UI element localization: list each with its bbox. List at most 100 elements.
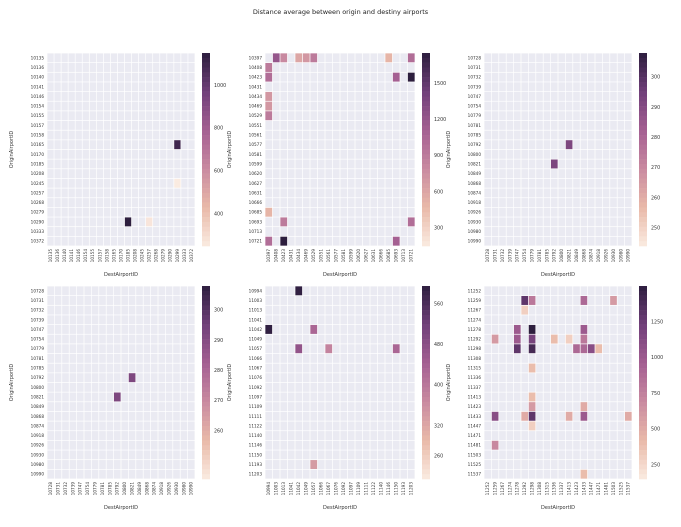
heatmap-cell-empty	[302, 431, 310, 441]
heatmap-cell-empty	[499, 159, 506, 169]
heatmap-cell-empty	[543, 63, 551, 72]
heatmap-cell-empty	[595, 324, 603, 334]
heatmap-cell	[565, 140, 573, 150]
heatmap-cell-empty	[528, 101, 536, 111]
heatmap-cell-empty	[287, 402, 295, 412]
heatmap-cell-empty	[181, 178, 188, 188]
heatmap-cell-empty	[370, 236, 378, 246]
heatmap-cell-empty	[558, 305, 566, 315]
heatmap-cell-empty	[377, 431, 385, 441]
x-tick-label: 10136	[55, 249, 60, 263]
x-tick-label: 11193	[401, 482, 406, 496]
heatmap-cell-empty	[355, 236, 363, 246]
heatmap-cell-empty	[75, 82, 82, 92]
heatmap-cell-empty	[158, 411, 166, 421]
heatmap-cell-empty	[536, 63, 543, 72]
heatmap-cell-empty	[573, 334, 580, 344]
heatmap-cell-empty	[565, 130, 573, 140]
heatmap-cell-empty	[499, 353, 506, 363]
heatmap-cell-empty	[573, 296, 580, 305]
heatmap-cell-empty	[160, 140, 167, 150]
heatmap-cell-empty	[624, 324, 632, 334]
heatmap-cell-empty	[96, 188, 104, 198]
heatmap-cell-empty	[160, 130, 167, 140]
heatmap-cell-empty	[69, 402, 77, 412]
heatmap-cell-empty	[355, 227, 363, 236]
heatmap-cell-empty	[610, 63, 617, 72]
heatmap-cell-empty	[180, 305, 188, 315]
colorbar-tick-label: 320	[434, 423, 443, 429]
colorbar-segment	[422, 314, 430, 321]
heatmap-cell-empty	[610, 53, 617, 63]
heatmap-cell-empty	[407, 344, 415, 354]
heatmap-cell-empty	[602, 363, 610, 373]
heatmap-cell-empty	[295, 63, 303, 72]
heatmap-cell-empty	[69, 363, 77, 373]
heatmap-cell-empty	[558, 63, 566, 72]
heatmap-cell-empty	[332, 82, 340, 92]
heatmap-cell-empty	[187, 450, 195, 460]
heatmap-cell-empty	[340, 363, 348, 373]
heatmap-cell-empty	[573, 324, 580, 334]
heatmap-cell-empty	[587, 286, 595, 296]
colorbar-segment	[202, 310, 210, 316]
heatmap-cell-empty	[528, 111, 536, 121]
colorbar-segment	[422, 392, 430, 398]
heatmap-cell-empty	[84, 411, 92, 421]
x-tick-label: 10279	[161, 249, 166, 263]
heatmap-cell-empty	[332, 460, 340, 469]
heatmap-cell-empty	[280, 411, 288, 421]
heatmap-cell-empty	[160, 159, 167, 169]
heatmap-cell-empty	[272, 373, 280, 383]
heatmap-cell-empty	[84, 296, 92, 305]
heatmap-cell-empty	[565, 373, 573, 383]
x-tick-label: 10779	[530, 249, 535, 263]
heatmap-cell-empty	[536, 91, 543, 101]
heatmap-cell-empty	[121, 296, 129, 305]
heatmap-cell-empty	[180, 460, 188, 469]
heatmap-cell-empty	[617, 140, 625, 150]
heatmap-cell-empty	[84, 334, 92, 344]
heatmap-cell-empty	[484, 344, 492, 354]
heatmap-cell-empty	[377, 296, 385, 305]
heatmap-cell-empty	[347, 178, 355, 188]
colorbar-segment	[202, 416, 210, 422]
heatmap-cell-empty	[272, 111, 280, 121]
heatmap-cell-empty	[595, 188, 603, 198]
heatmap-cell-empty	[332, 315, 340, 325]
colorbar-segment	[639, 459, 647, 465]
heatmap-cell-empty	[325, 72, 333, 82]
y-tick-label: 10732	[31, 308, 45, 313]
x-tick-label: 11013	[281, 482, 286, 496]
heatmap-cell-empty	[265, 363, 273, 373]
heatmap-cell-empty	[610, 440, 617, 450]
y-tick-label: 10685	[249, 210, 263, 215]
heatmap-cell-empty	[610, 140, 617, 150]
heatmap-cell-empty	[96, 207, 104, 217]
heatmap-cell-empty	[521, 130, 529, 140]
heatmap-cell-empty	[499, 207, 506, 217]
heatmap-cell-empty	[400, 373, 408, 383]
colorbar-tick-label: 280	[214, 368, 223, 374]
heatmap-cell-empty	[347, 460, 355, 469]
heatmap-cell-empty	[484, 63, 492, 72]
heatmap-cell-empty	[587, 140, 595, 150]
heatmap-cell-empty	[181, 63, 188, 72]
heatmap-cell-empty	[543, 82, 551, 92]
heatmap-cell-empty	[484, 382, 492, 392]
heatmap-cell-empty	[602, 305, 610, 315]
heatmap-cell-empty	[187, 402, 195, 412]
heatmap-cell-empty	[47, 402, 55, 412]
heatmap-cell-empty	[355, 431, 363, 441]
heatmap-cell-empty	[146, 236, 153, 246]
heatmap-cell-empty	[146, 207, 153, 217]
heatmap-cell-empty	[370, 296, 378, 305]
heatmap-cell-empty	[332, 140, 340, 150]
colorbar-segment	[422, 290, 430, 296]
colorbar-segment	[422, 363, 430, 369]
heatmap-cell	[565, 334, 573, 344]
heatmap-cell-empty	[91, 305, 99, 315]
heatmap-cell-empty	[536, 178, 543, 188]
heatmap-cell-empty	[362, 296, 370, 305]
heatmap-cell-empty	[167, 236, 174, 246]
